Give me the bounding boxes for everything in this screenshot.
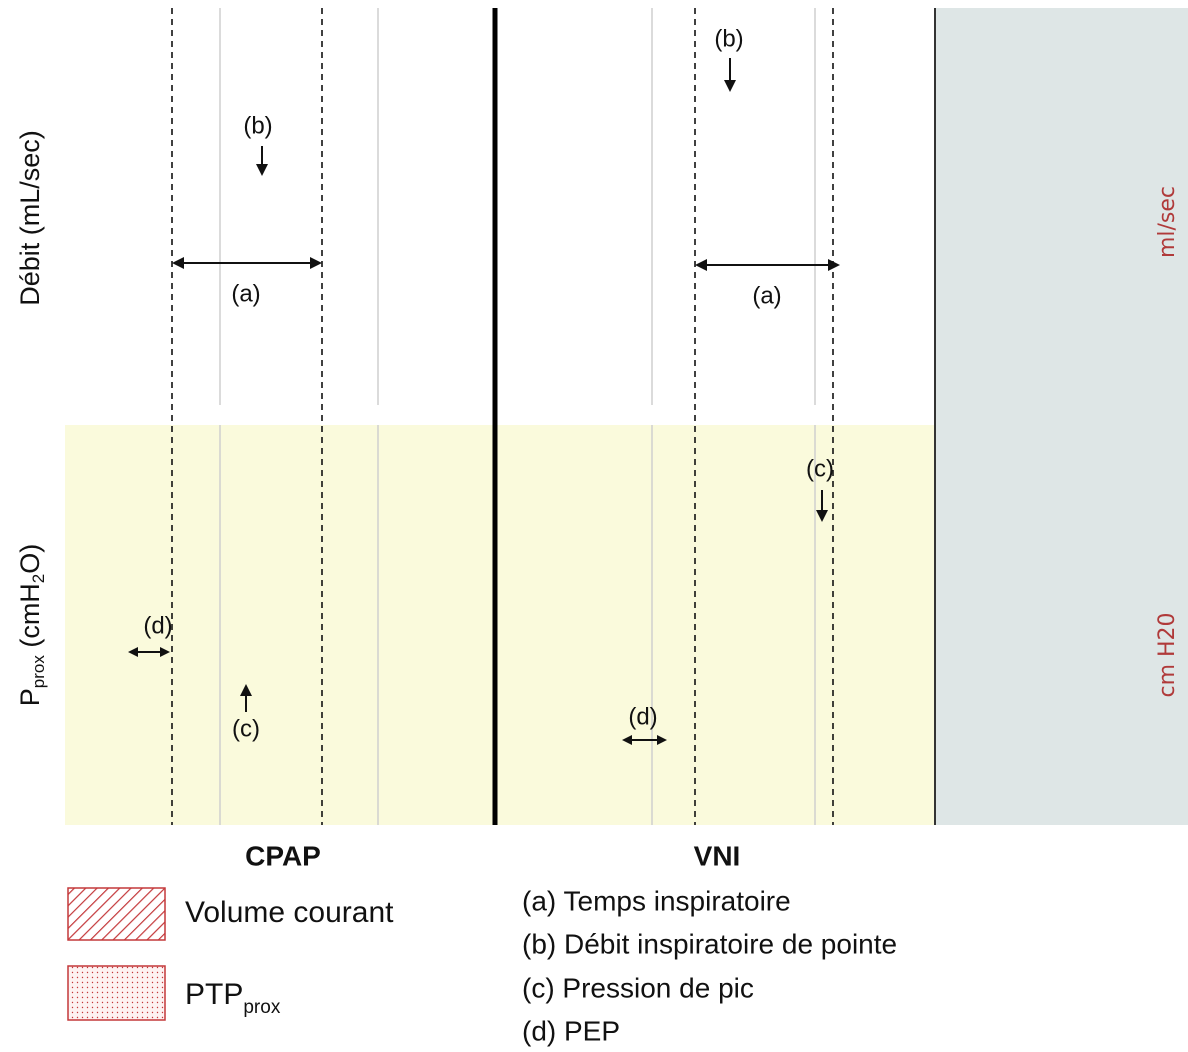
arrow-head — [240, 684, 252, 696]
arrow-head — [256, 164, 268, 176]
legend-text: PTP — [185, 978, 243, 1011]
legend-text: Volume courant — [185, 896, 394, 929]
arrow-head — [724, 80, 736, 92]
annotation: (d) — [143, 612, 172, 639]
vertical-markers — [171, 8, 834, 825]
key-item: (a) Temps inspiratoire — [522, 885, 791, 916]
flow-plot-bg — [65, 8, 935, 405]
panel-label: VNI — [694, 840, 741, 871]
key-item: (c) Pression de pic — [522, 972, 754, 1003]
panel-label: CPAP — [245, 840, 321, 871]
pressure-plot-bg — [65, 425, 935, 825]
y-axis-label: Pprox (cmH2O) — [15, 544, 48, 707]
label-part: (cmH — [15, 583, 45, 655]
unit-label: ml/sec — [1155, 186, 1180, 258]
arrow-head — [622, 735, 667, 745]
label-part: Débit (mL/sec) — [15, 130, 45, 306]
arrow-head — [816, 510, 828, 522]
key-item: (b) Débit inspiratoire de pointe — [522, 928, 897, 959]
vertical-grid — [219, 8, 816, 825]
key-item: (d) PEP — [522, 1015, 620, 1046]
label-sub: 2 — [29, 574, 48, 583]
annotation: (c) — [806, 455, 834, 482]
arrow-head — [128, 647, 170, 657]
annotation: (d) — [628, 703, 657, 730]
label-sub: prox — [29, 655, 48, 689]
legend-swatch — [67, 965, 166, 1021]
annotation: (a) — [752, 282, 781, 309]
backgrounds — [65, 8, 1188, 825]
unit-label: cm H20 — [1155, 612, 1180, 697]
legend-sub: prox — [243, 997, 280, 1018]
legend-swatch — [67, 887, 166, 941]
legend-label: PTPprox — [185, 978, 281, 1018]
annotation: (a) — [231, 280, 260, 307]
label-part: P — [15, 688, 45, 706]
annotation: (b) — [243, 112, 272, 139]
annotation: (c) — [232, 715, 260, 742]
label-part: O) — [15, 544, 45, 574]
legend-label: Volume courant — [185, 896, 394, 929]
annotation: (b) — [714, 25, 743, 52]
y-axis-label: Débit (mL/sec) — [15, 130, 45, 306]
axis-panel — [935, 8, 1188, 825]
arrows — [128, 58, 840, 745]
annotations: (b) (a) (b) (a) (d) (c) (d) (c) — [143, 25, 834, 742]
